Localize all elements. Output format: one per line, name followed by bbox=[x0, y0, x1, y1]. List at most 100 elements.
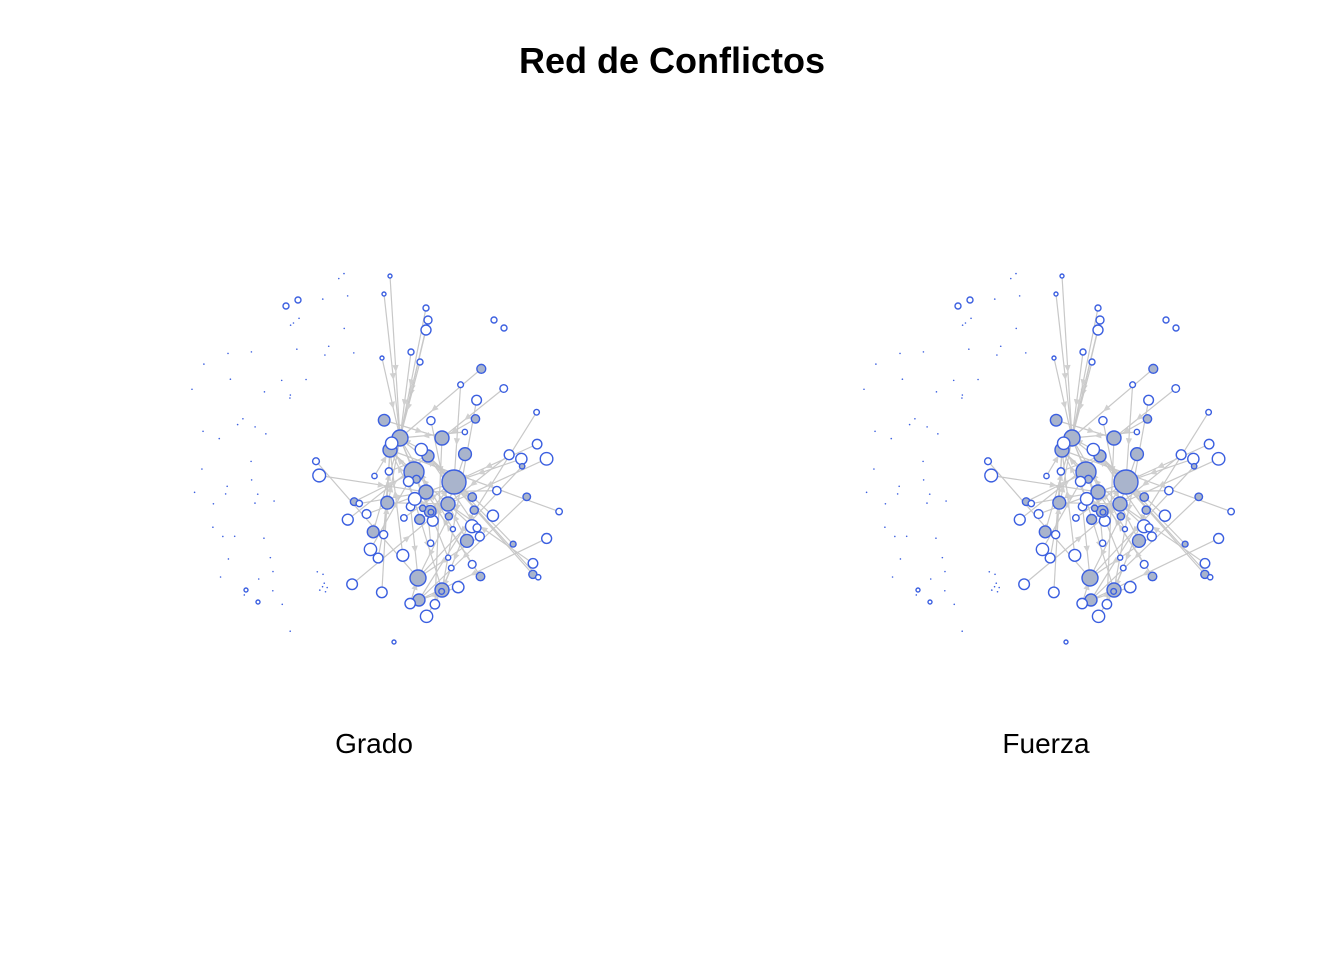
fuerza-node bbox=[1086, 513, 1098, 526]
fuerza-node bbox=[1056, 436, 1071, 451]
fuerza-node bbox=[1079, 348, 1087, 356]
grado-node bbox=[272, 570, 274, 573]
fuerza-edge bbox=[1119, 454, 1182, 505]
fuerza-node bbox=[1190, 462, 1198, 470]
grado-node bbox=[486, 509, 500, 523]
grado-edge bbox=[399, 431, 465, 439]
grado-edge bbox=[453, 384, 462, 483]
fuerza-node bbox=[1162, 316, 1170, 324]
fuerza-node bbox=[993, 298, 996, 300]
grado-node bbox=[324, 590, 327, 593]
fuerza-edge-arrow bbox=[1055, 507, 1062, 515]
fuerza-node bbox=[954, 302, 962, 310]
fuerza-node bbox=[953, 603, 956, 606]
grado-node bbox=[475, 571, 486, 582]
fuerza-edge-arrow bbox=[1107, 505, 1114, 513]
grado-node bbox=[471, 394, 483, 406]
grado-edge bbox=[441, 388, 505, 439]
fuerza-edge-arrow bbox=[1052, 455, 1059, 464]
fuerza-node bbox=[1092, 324, 1104, 336]
grado-node bbox=[427, 508, 435, 516]
fuerza-edge bbox=[1119, 458, 1219, 505]
fuerza-edge bbox=[1113, 388, 1177, 439]
fuerza-node bbox=[961, 394, 964, 396]
grado-edge bbox=[399, 437, 454, 530]
fuerza-edges bbox=[987, 275, 1232, 617]
grado-edge bbox=[399, 351, 412, 439]
fuerza-edge-arrow bbox=[1122, 426, 1131, 433]
fuerza-node bbox=[875, 363, 877, 365]
fuerza-node bbox=[1119, 564, 1127, 572]
grado-node bbox=[282, 302, 290, 310]
grado-node bbox=[269, 556, 272, 559]
grado-node bbox=[414, 442, 429, 457]
fuerza-node bbox=[945, 500, 947, 502]
fuerza-edge-arrow bbox=[1125, 514, 1132, 523]
grado-edge bbox=[447, 454, 510, 505]
grado-edge bbox=[447, 503, 534, 564]
fuerza-node bbox=[899, 352, 901, 355]
fuerza-node bbox=[1059, 273, 1065, 279]
fuerza-edge-arrow bbox=[1087, 427, 1095, 434]
grado-node bbox=[423, 315, 433, 325]
panel-label-fuerza: Fuerza bbox=[1002, 728, 1090, 759]
fuerza-edge-arrow bbox=[1064, 364, 1071, 373]
fuerza-edge-arrow bbox=[1080, 378, 1087, 387]
fuerza-node bbox=[1086, 442, 1101, 457]
fuerza-node bbox=[1110, 587, 1118, 595]
fuerza-node bbox=[944, 570, 946, 573]
grado-node bbox=[467, 559, 477, 569]
fuerza-node bbox=[884, 526, 886, 529]
grado-node bbox=[289, 394, 292, 396]
grado-node bbox=[371, 472, 378, 480]
fuerza-node bbox=[927, 599, 933, 605]
grado-node bbox=[203, 363, 205, 365]
panel-label-grado: Grado bbox=[335, 728, 413, 759]
grado-node bbox=[422, 304, 430, 312]
grado-edge-arrow bbox=[464, 413, 472, 421]
fuerza-edge bbox=[1125, 443, 1210, 483]
grado-edge-arrow bbox=[453, 438, 461, 446]
grado-node bbox=[409, 569, 427, 587]
grado-edge bbox=[383, 293, 401, 439]
chart-title: Red de Conflictos bbox=[518, 40, 826, 81]
fuerza-node bbox=[996, 354, 998, 356]
fuerza-node bbox=[935, 391, 938, 393]
grado-edge-arrow bbox=[389, 480, 398, 488]
grado-node bbox=[298, 317, 300, 320]
fuerza-node bbox=[896, 493, 899, 495]
fuerza-node bbox=[1051, 355, 1057, 361]
fuerza-node bbox=[1143, 394, 1155, 406]
fuerza-node bbox=[1194, 492, 1204, 502]
fuerza-edge-arrow bbox=[1069, 457, 1077, 466]
fuerza-node bbox=[1139, 492, 1150, 503]
fuerza-node bbox=[1052, 495, 1067, 510]
fuerza-edge-arrow bbox=[1100, 548, 1107, 557]
grado-node bbox=[379, 355, 385, 361]
fuerza-edge-arrow bbox=[1157, 480, 1166, 487]
grado-node bbox=[292, 322, 295, 324]
grado-node bbox=[355, 499, 364, 508]
fuerza-node bbox=[1211, 451, 1226, 466]
grado-node bbox=[229, 378, 232, 381]
grado-edge-arrow bbox=[462, 551, 470, 559]
grado-edge-arrow bbox=[415, 427, 423, 434]
grado-node bbox=[343, 327, 346, 330]
fuerza-edge bbox=[1071, 361, 1093, 439]
fuerza-node bbox=[1199, 557, 1211, 569]
fuerza-node bbox=[935, 537, 937, 539]
grado-node bbox=[250, 479, 253, 481]
grado-node bbox=[440, 496, 456, 512]
grado-edge-arrow bbox=[421, 479, 430, 487]
grado-node bbox=[254, 502, 256, 504]
grado-node bbox=[226, 485, 228, 488]
fuerza-node bbox=[1056, 467, 1066, 476]
fuerza-node bbox=[914, 417, 916, 420]
grado-node bbox=[289, 324, 292, 326]
fuerza-node bbox=[1181, 540, 1189, 548]
fuerza-node bbox=[894, 535, 896, 538]
fuerza-node bbox=[1090, 504, 1099, 513]
grado-edge-arrow bbox=[460, 525, 468, 533]
grado-node bbox=[402, 475, 415, 488]
fuerza-edge-arrow bbox=[1093, 479, 1102, 487]
